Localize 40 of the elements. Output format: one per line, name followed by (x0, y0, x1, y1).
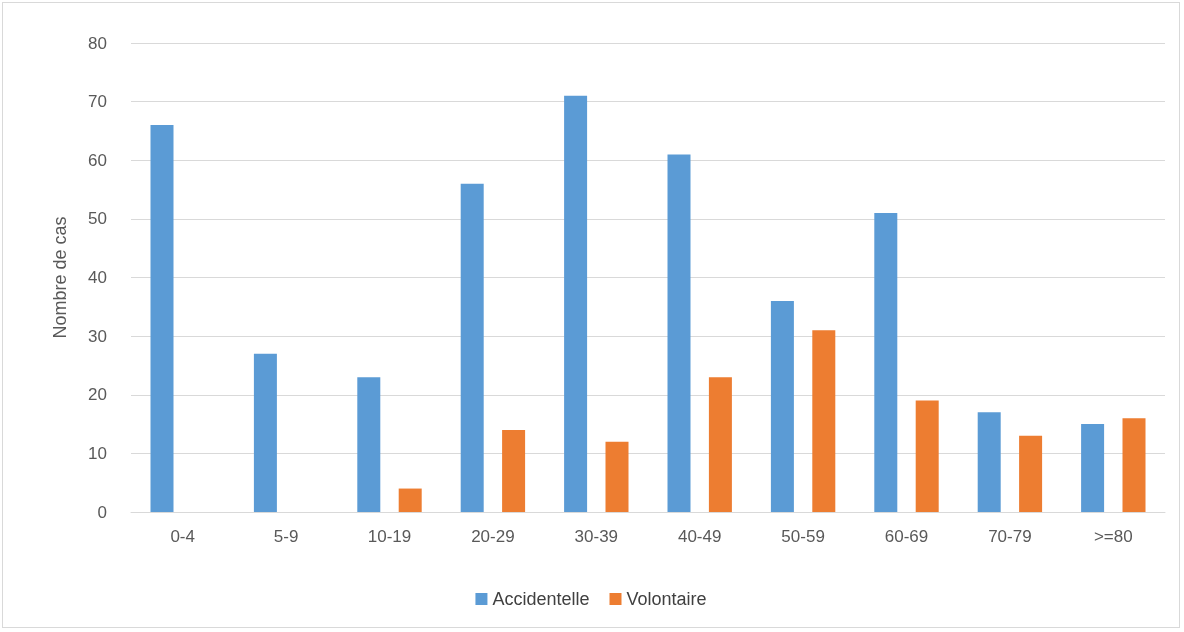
x-tick-label: >=80 (1093, 527, 1133, 546)
bar (667, 154, 691, 512)
bar (357, 377, 381, 512)
bar (1081, 424, 1105, 512)
bar (253, 353, 277, 512)
legend-label: Accidentelle (492, 589, 590, 609)
bar (1019, 435, 1043, 512)
x-tick-label: 50-59 (781, 527, 825, 546)
x-tick-label: 60-69 (884, 527, 929, 546)
bar (1122, 418, 1146, 512)
bar (874, 213, 898, 512)
bar (564, 95, 588, 512)
bar (915, 400, 939, 512)
legend-label: Volontaire (626, 589, 707, 609)
bar (502, 429, 526, 512)
x-tick-label: 30-39 (574, 527, 619, 546)
bar (398, 488, 422, 512)
bar (708, 377, 732, 512)
bar (150, 125, 174, 512)
x-tick-label: 0-4 (170, 527, 195, 546)
bar (770, 300, 794, 512)
x-tick-label: 40-49 (677, 527, 722, 546)
y-tick-label: 10 (88, 443, 107, 463)
x-tick-label: 70-79 (988, 527, 1032, 546)
x-tick-label: 20-29 (471, 527, 515, 546)
bar (460, 183, 484, 512)
y-tick-label: 20 (88, 385, 107, 405)
y-tick-label: 80 (88, 33, 107, 53)
y-tick-label: 50 (88, 209, 107, 229)
bar (812, 330, 836, 512)
bar (977, 412, 1001, 512)
y-tick-label: 40 (88, 268, 107, 287)
y-tick-label: 60 (88, 150, 107, 170)
bar (605, 441, 629, 512)
y-axis-title: Nombre de cas (50, 216, 70, 339)
y-tick-label: 70 (88, 92, 107, 112)
x-tick-label: 5-9 (273, 527, 299, 546)
y-tick-label: 30 (88, 326, 107, 346)
x-tick-label: 10-19 (367, 527, 412, 546)
y-tick-label: 0 (97, 502, 107, 522)
